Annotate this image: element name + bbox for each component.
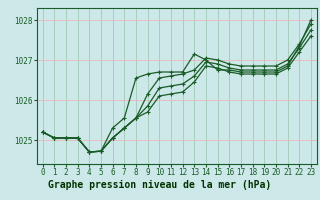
Text: Graphe pression niveau de la mer (hPa): Graphe pression niveau de la mer (hPa) xyxy=(48,180,272,190)
